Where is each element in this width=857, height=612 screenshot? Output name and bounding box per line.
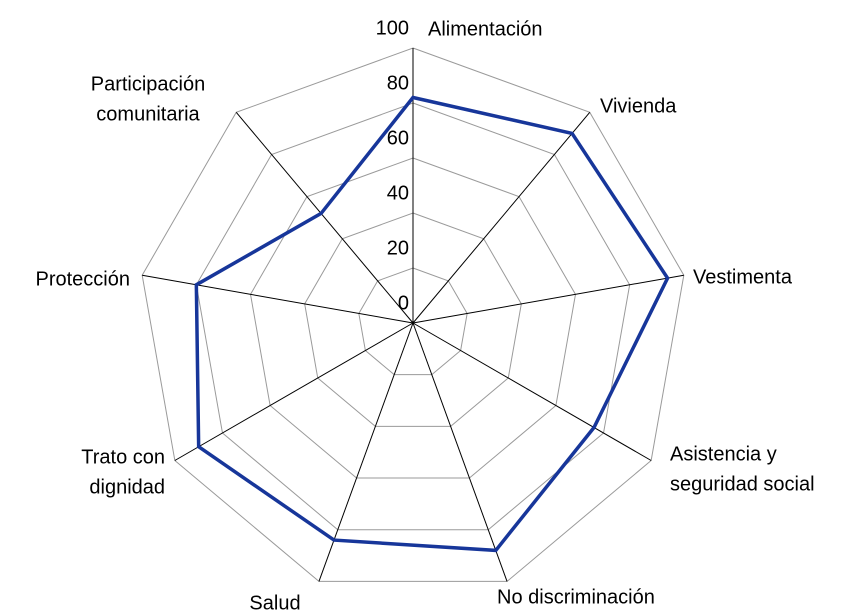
r-tick-label: 100 <box>376 17 409 39</box>
category-label: Salud <box>249 592 300 612</box>
axis-spoke <box>412 274 684 324</box>
axis-spoke <box>412 112 591 324</box>
axis-spoke <box>142 274 414 324</box>
grid-ring <box>141 47 685 582</box>
grid-ring <box>304 212 522 427</box>
grid-ring <box>249 157 577 479</box>
axis-spoke <box>318 322 414 582</box>
axis-spoke <box>235 112 414 324</box>
category-label: Protección <box>36 268 131 290</box>
data-line <box>194 95 670 553</box>
category-label: Vestimenta <box>693 266 793 288</box>
category-label: comunitaria <box>96 103 200 125</box>
category-label: seguridad social <box>670 473 815 495</box>
category-label: dignidad <box>89 476 165 498</box>
r-tick-label: 80 <box>387 72 409 94</box>
category-label: Alimentación <box>428 18 543 40</box>
category-label: Vivienda <box>600 95 677 117</box>
r-tick-label: 60 <box>387 127 409 149</box>
axis-spoke <box>174 322 414 461</box>
category-label: No discriminación <box>497 586 655 608</box>
axis-spoke <box>412 322 652 461</box>
grid-ring <box>195 102 631 531</box>
grid-ring <box>358 267 468 376</box>
category-label: Participación <box>91 73 206 95</box>
axis-spoke <box>412 322 508 582</box>
r-tick-label: 0 <box>398 292 409 314</box>
category-label: Trato con <box>81 446 165 468</box>
r-tick-label: 40 <box>387 182 409 204</box>
category-label: Asistencia y <box>670 443 777 465</box>
r-tick-label: 20 <box>387 237 409 259</box>
